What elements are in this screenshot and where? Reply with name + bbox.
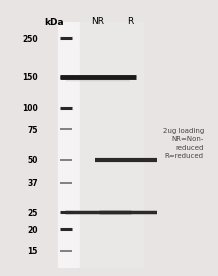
Bar [113,22,143,268]
Text: NR: NR [92,17,105,26]
Text: 2ug loading
NR=Non-
reduced
R=reduced: 2ug loading NR=Non- reduced R=reduced [163,128,204,159]
Bar [80,22,116,268]
Bar [58,22,142,268]
Text: R: R [127,17,133,26]
Text: kDa: kDa [44,18,64,27]
